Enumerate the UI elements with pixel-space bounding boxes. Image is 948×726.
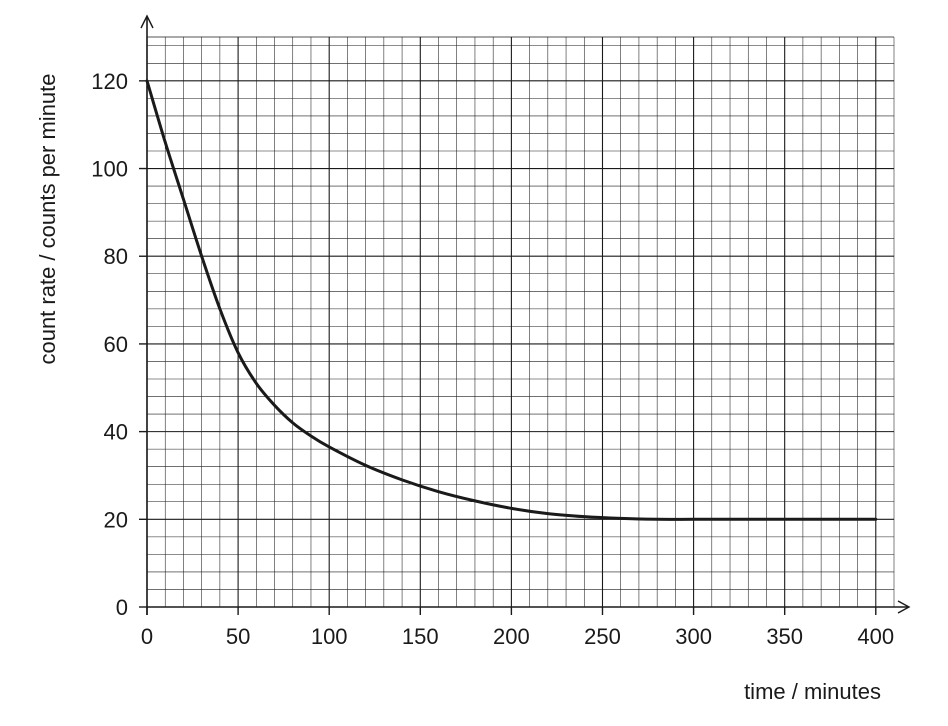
x-tick-label: 300 (675, 624, 712, 649)
axes (139, 14, 911, 615)
data-series (145, 79, 878, 521)
x-tick-label: 50 (226, 624, 250, 649)
x-axis-title: time / minutes (744, 679, 881, 704)
x-tick-label: 100 (311, 624, 348, 649)
y-tick-label: 100 (91, 157, 128, 182)
x-tick-label: 350 (766, 624, 803, 649)
x-tick-label: 0 (141, 624, 153, 649)
x-tick-label: 250 (584, 624, 621, 649)
major-grid (146, 36, 894, 608)
y-tick-label: 120 (91, 69, 128, 94)
y-tick-labels: 0 20 40 60 80 100 120 (91, 69, 128, 620)
y-tick-label: 40 (104, 420, 128, 445)
x-axis-arrow (897, 600, 911, 614)
y-axis-title: count rate / counts per minute (35, 73, 60, 364)
x-tick-label: 400 (857, 624, 894, 649)
y-tick-label: 60 (104, 332, 128, 357)
y-tick-label: 0 (116, 595, 128, 620)
y-tick-label: 80 (104, 244, 128, 269)
minor-grid (147, 37, 895, 607)
y-axis-arrow (140, 14, 154, 29)
x-tick-label: 150 (402, 624, 439, 649)
y-tick-label: 20 (104, 507, 128, 532)
x-tick-label: 200 (493, 624, 530, 649)
count-rate-curve (145, 79, 878, 521)
x-tick-labels: 0 50 100 150 200 250 300 350 400 (141, 624, 894, 649)
